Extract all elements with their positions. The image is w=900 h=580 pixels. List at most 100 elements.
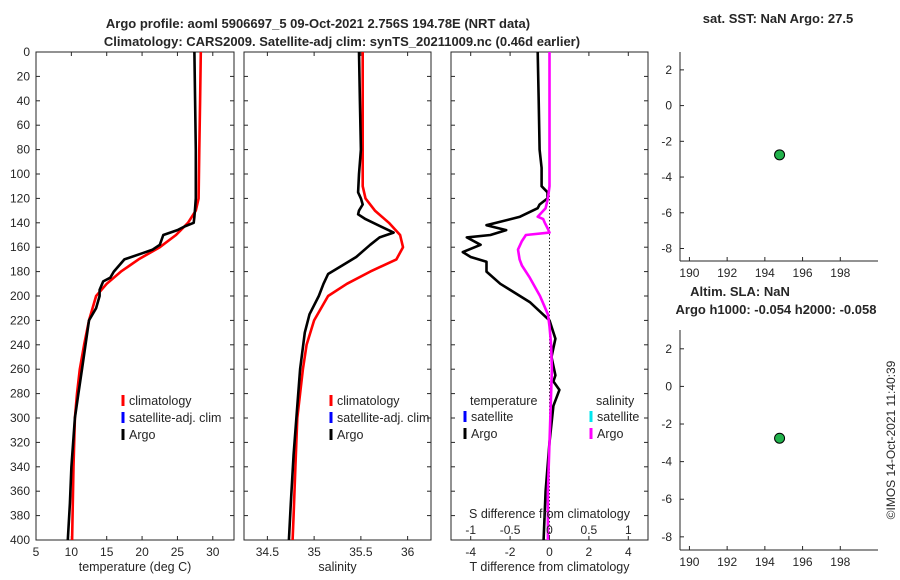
x2-tick-label: -1 [465,523,476,537]
x-tick-label: 25 [171,545,185,559]
x-tick-label: 196 [793,555,813,569]
x2-tick-label: -0.5 [500,523,521,537]
y-tick-label: 240 [10,338,30,352]
x-tick-label: 34.5 [256,545,280,559]
temperature-profile-panel: 0 20 40 60 80 100 120 140 160 180 200 220 240 260 280 3… [10,45,235,574]
y-tick-label: 360 [10,484,30,498]
figure-title-line2: Climatology: CARS2009. Satellite-adj cli… [104,34,580,49]
legend-diff-s-sat-label: satellite [597,410,639,424]
legend-temp-0-label: climatology [129,394,192,408]
y-tick-label: 0 [665,99,672,113]
y-tick-label: 320 [10,435,30,449]
y-tick-label: 380 [10,509,30,523]
y-tick-label: -2 [661,134,672,148]
x-axis-label: T difference from climatology [469,560,630,574]
y-tick-label: 340 [10,460,30,474]
legend-temperature-title: temperature [470,394,537,408]
x-tick-label: 190 [679,266,699,280]
y-tick-label: 120 [10,191,30,205]
profile-location-marker [774,432,786,444]
y-tick-label: 200 [10,289,30,303]
y-tick-label: 300 [10,411,30,425]
legend-diff-t-sat-label: satellite [471,410,513,424]
x-tick-label: 20 [135,545,149,559]
x-tick-label: 10 [65,545,79,559]
y-tick-label: 2 [665,63,672,77]
series-climatology [70,51,203,541]
map-title-1: Argo h1000: -0.054 h2000: -0.058 [676,302,877,317]
y-tick-label: 280 [10,387,30,401]
y-tick-label: 220 [10,313,30,327]
x-tick-label: 196 [793,266,813,280]
y-tick-label: 60 [17,118,31,132]
legend-temp-1-label: satellite-adj. clim [129,411,221,425]
x-tick-label: 15 [100,545,114,559]
legend-diff-s-argo-label: Argo [597,427,623,441]
difference-profile-panel: -4 -2 0 2 4T difference from climatology S di… [450,51,649,574]
x-tick-label: -4 [465,545,476,559]
figure-title-line1: Argo profile: aoml 5906697_5 09-Oct-2021… [106,16,530,31]
y-tick-label: -4 [661,170,672,184]
y-tick-label: 100 [10,167,30,181]
x-tick-label: 30 [206,545,220,559]
y-tick-label: 0 [665,379,672,393]
y-tick-label: 260 [10,362,30,376]
series-argo [66,51,198,541]
axes-frame [35,51,235,541]
y-tick-label: -2 [661,417,672,431]
series-argo [287,51,395,541]
map-title-0: Altim. SLA: NaN [690,284,790,299]
y-tick-label: 2 [665,342,672,356]
y-tick-label: -6 [661,206,672,220]
x-tick-label: 0 [546,545,553,559]
series-salinity-argo [516,52,554,540]
series-climatology [291,52,405,541]
y-tick-label: 160 [10,240,30,254]
x-tick-label: 194 [755,266,775,280]
series-temperature-argo [461,51,561,541]
salinity-profile-panel: 34.5 35 35.5 36 salinity climatology satellite… [243,51,432,574]
x-tick-label: 194 [755,555,775,569]
y-tick-label: -4 [661,455,672,469]
y-tick-label: -6 [661,492,672,506]
map-title-0: sat. SST: NaN Argo: 27.5 [703,11,854,26]
legend-sal-1-label: satellite-adj. clim [337,411,429,425]
legend-temp-2-label: Argo [129,428,155,442]
y-tick-label: 20 [17,69,31,83]
y-tick-label: 180 [10,265,30,279]
y-tick-label: 80 [17,143,31,157]
x2-tick-label: 0 [546,523,553,537]
x-tick-label: 35 [307,545,321,559]
legend-sal-2-label: Argo [337,428,363,442]
x-tick-label: 198 [830,266,850,280]
sst-map-panel: 2 0 -2 -4 -6 -8 190 192 194 196 198 sat. SST: NaN A… [661,11,878,280]
legend-diff-t-argo-label: Argo [471,427,497,441]
x-tick-label: 192 [717,555,737,569]
x-tick-label: 192 [717,266,737,280]
x-tick-label: 190 [679,555,699,569]
x-tick-label: 2 [586,545,593,559]
y-tick-label: -8 [661,241,672,255]
y-tick-label: 40 [17,94,31,108]
y-tick-label: 400 [10,533,30,547]
credit-text: ©IMOS 14-Oct-2021 11:40:39 [884,360,898,519]
x2-tick-label: 0.5 [581,523,598,537]
x2-tick-label: 1 [625,523,632,537]
x-tick-label: 4 [625,545,632,559]
y-tick-label: 140 [10,216,30,230]
legend-sal-0-label: climatology [337,394,400,408]
y-tick-label: -8 [661,530,672,544]
x-tick-label: -2 [505,545,516,559]
sla-map-panel: 2 0 -2 -4 -6 -8 190 192 194 196 198 Altim. SLA: NaN… [661,284,878,569]
x-axis-label: temperature (deg C) [79,560,192,574]
x-tick-label: 5 [33,545,40,559]
profile-location-marker [774,149,786,161]
x-tick-label: 36 [401,545,415,559]
x-tick-label: 35.5 [349,545,373,559]
x2-axis-label: S difference from climatology [469,507,631,521]
x-tick-label: 198 [830,555,850,569]
legend-salinity-title: salinity [596,394,635,408]
axes-frame [243,51,432,541]
x-axis-label: salinity [318,560,357,574]
